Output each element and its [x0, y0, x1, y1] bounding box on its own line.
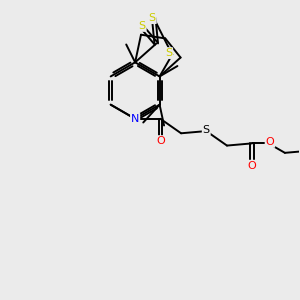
- Text: O: O: [156, 136, 165, 146]
- Text: S: S: [139, 21, 146, 31]
- Text: S: S: [149, 13, 156, 23]
- Text: S: S: [203, 124, 210, 135]
- Text: O: O: [266, 137, 274, 147]
- Text: S: S: [165, 48, 172, 58]
- Text: O: O: [248, 161, 256, 171]
- Text: N: N: [131, 114, 139, 124]
